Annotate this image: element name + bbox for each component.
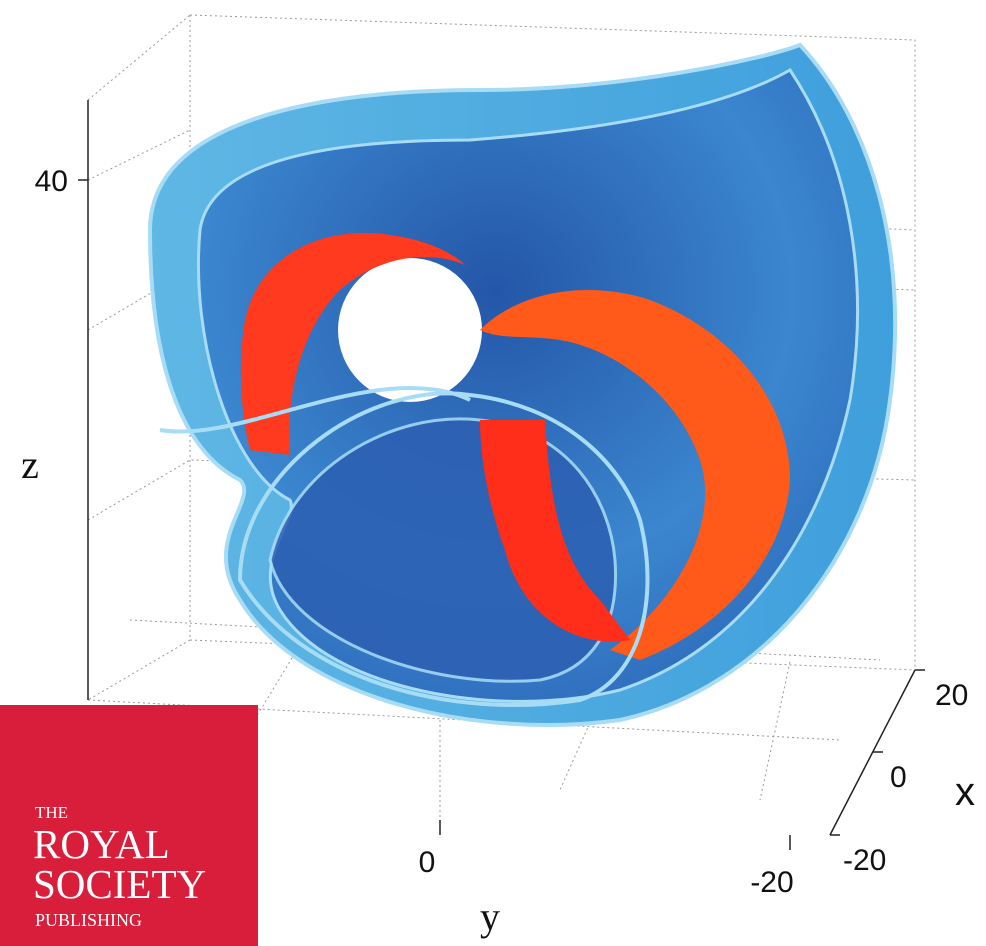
- manifold-surface: [150, 45, 895, 725]
- x-tick-label: -20: [843, 844, 886, 877]
- logo-text: THE: [35, 803, 68, 822]
- publisher-logo: THE ROYAL SOCIETY PUBLISHING: [0, 705, 258, 946]
- z-tick-label: 40: [35, 165, 68, 198]
- page: 40 z 0 -20 y 20 0 -20 x THE ROYAL SOCIET…: [0, 0, 986, 946]
- x-tick-label: 20: [935, 679, 968, 712]
- y-tick-label: 0: [419, 846, 436, 879]
- logo-text: PUBLISHING: [35, 910, 142, 930]
- x-axis-label: x: [955, 770, 975, 814]
- figure: 40 z 0 -20 y 20 0 -20 x THE ROYAL SOCIET…: [0, 0, 986, 946]
- y-axis-label: y: [480, 894, 500, 939]
- x-tick-label: 0: [890, 761, 907, 794]
- y-tick-label: -20: [750, 866, 793, 899]
- logo-text: SOCIETY: [33, 861, 206, 907]
- z-axis-label: z: [21, 442, 39, 487]
